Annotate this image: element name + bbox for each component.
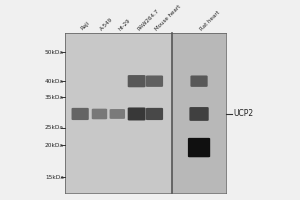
Text: ht-29: ht-29 <box>117 17 131 31</box>
Text: 35kDa: 35kDa <box>45 95 64 100</box>
FancyBboxPatch shape <box>188 138 210 157</box>
Text: 20kDa: 20kDa <box>45 143 64 148</box>
FancyBboxPatch shape <box>128 75 146 87</box>
Text: 25kDa: 25kDa <box>45 125 64 130</box>
FancyBboxPatch shape <box>92 109 107 119</box>
Bar <box>65 33 172 193</box>
Text: 50kDa: 50kDa <box>45 50 64 55</box>
FancyBboxPatch shape <box>146 75 163 87</box>
Text: A-549: A-549 <box>100 16 114 31</box>
Text: RAW264.7: RAW264.7 <box>136 8 160 31</box>
Text: UCP2: UCP2 <box>233 109 253 118</box>
Text: Rat heart: Rat heart <box>199 10 221 31</box>
FancyBboxPatch shape <box>190 75 208 87</box>
FancyBboxPatch shape <box>71 108 89 120</box>
FancyBboxPatch shape <box>110 109 125 119</box>
Text: 15kDa: 15kDa <box>45 175 64 180</box>
Bar <box>172 33 226 193</box>
FancyBboxPatch shape <box>146 108 163 120</box>
Text: 40kDa: 40kDa <box>45 79 64 84</box>
Text: Mouse heart: Mouse heart <box>154 4 182 31</box>
FancyBboxPatch shape <box>189 107 209 121</box>
FancyBboxPatch shape <box>128 107 146 120</box>
Text: Raji: Raji <box>80 21 91 31</box>
